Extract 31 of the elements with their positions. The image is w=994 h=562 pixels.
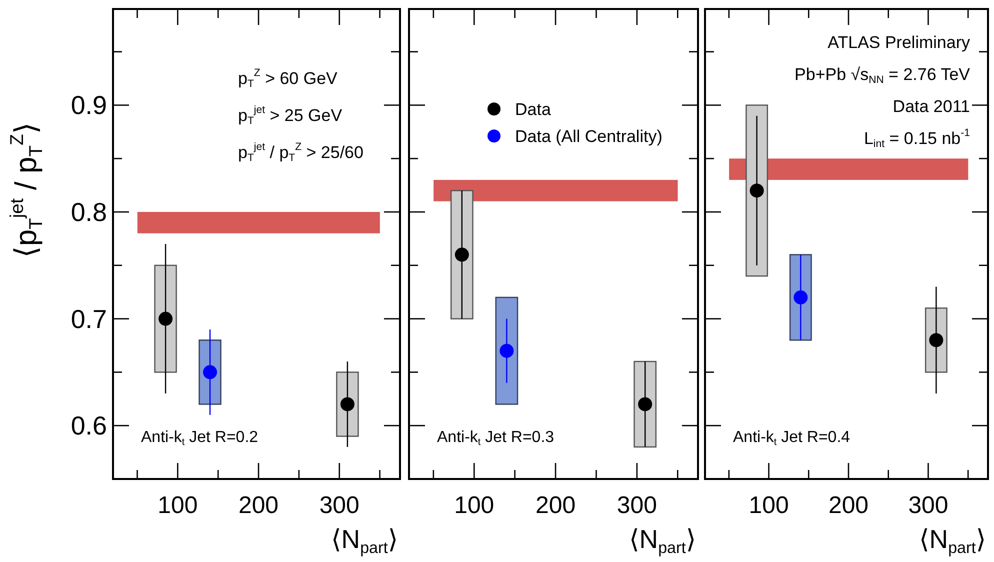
annotation: p$_{T}$$^{jet}$ > 25 GeV (238, 104, 343, 128)
annotation: Data 2011 (892, 97, 970, 116)
y-tick-label: 0.8 (70, 196, 107, 227)
annotation: Anti-k$_{t}$ Jet R=0.3 (437, 429, 554, 448)
x-tick-label: 200 (536, 492, 576, 519)
point (158, 312, 173, 326)
x-tick-label: 100 (454, 492, 494, 519)
x-tick-label: 300 (319, 492, 360, 519)
y-tick-label: 0.6 (70, 410, 107, 441)
legend-label: Data (515, 100, 552, 119)
y-tick-label: 0.9 (70, 90, 107, 120)
x-axis-title: ⟨N$_{part}$⟩ (629, 524, 696, 557)
annotation: p$_{T}$$^{Z}$ > 60 GeV (238, 67, 338, 90)
x-axis-title: ⟨N$_{part}$⟩ (331, 524, 398, 557)
annotation: Anti-k$_{t}$ Jet R=0.4 (733, 429, 850, 448)
x-tick-label: 200 (828, 492, 869, 519)
y-tick-label: 0.7 (70, 304, 107, 334)
annotation: Pb+Pb √s$_{NN}$ = 2.76 TeV (794, 65, 971, 86)
annotation: p$_{T}$$^{jet}$ / p$_{T}$$^{Z}$ > 25/60 (238, 141, 364, 164)
x-axis-title: ⟨N$_{part}$⟩ (919, 524, 986, 557)
point (340, 397, 354, 412)
x-tick-label: 300 (616, 492, 657, 519)
annotation: Anti-k$_{t}$ Jet R=0.2 (141, 429, 258, 448)
annotation: ATLAS Preliminary (828, 33, 970, 52)
x-tick-label: 100 (158, 492, 198, 519)
x-tick-label: 100 (748, 492, 789, 519)
annotation: L$_{int}$ = 0.15 nb$^{-1}$ (864, 127, 970, 150)
point (203, 365, 218, 380)
legend-label: Data (All Centrality) (515, 127, 662, 146)
x-tick-label: 300 (908, 492, 948, 519)
x-tick-label: 200 (238, 492, 279, 519)
